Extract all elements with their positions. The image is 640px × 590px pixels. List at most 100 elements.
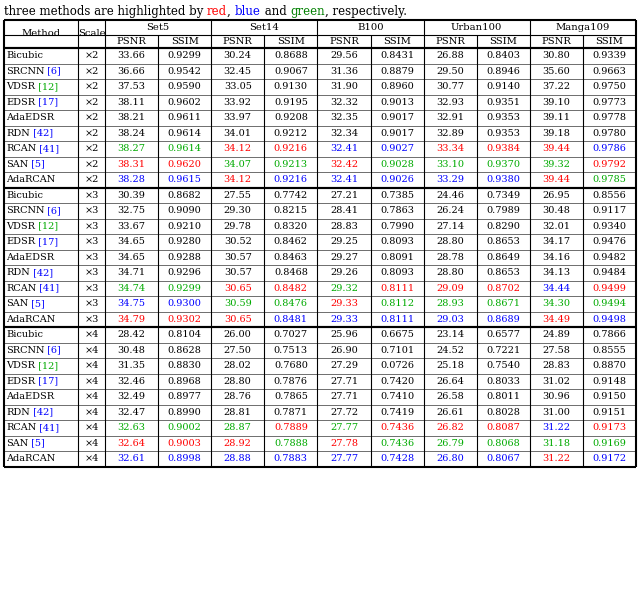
Text: 39.44: 39.44 — [542, 175, 570, 184]
Text: 0.8093: 0.8093 — [380, 237, 414, 246]
Text: SAN: SAN — [6, 299, 28, 308]
Text: 24.46: 24.46 — [436, 191, 464, 200]
Text: PSNR: PSNR — [329, 37, 359, 46]
Text: 0.9300: 0.9300 — [168, 299, 202, 308]
Text: 0.9482: 0.9482 — [593, 253, 627, 262]
Text: 33.67: 33.67 — [118, 222, 145, 231]
Text: [42]: [42] — [29, 129, 53, 137]
Text: 0.6577: 0.6577 — [486, 330, 520, 339]
Text: 34.17: 34.17 — [542, 237, 570, 246]
Text: AdaEDSR: AdaEDSR — [6, 392, 54, 401]
Text: VDSR: VDSR — [6, 222, 35, 231]
Text: 38.21: 38.21 — [118, 113, 145, 122]
Text: ×4: ×4 — [84, 439, 99, 448]
Text: 0.8093: 0.8093 — [380, 268, 414, 277]
Text: 0.9384: 0.9384 — [486, 144, 520, 153]
Text: 29.32: 29.32 — [330, 284, 358, 293]
Text: 39.11: 39.11 — [542, 113, 570, 122]
Text: 24.89: 24.89 — [543, 330, 570, 339]
Text: ×3: ×3 — [84, 268, 99, 277]
Text: ×4: ×4 — [84, 346, 99, 355]
Text: 0.9013: 0.9013 — [380, 98, 414, 107]
Text: 0.8111: 0.8111 — [380, 284, 414, 293]
Text: ×3: ×3 — [84, 284, 99, 293]
Text: 32.63: 32.63 — [118, 423, 145, 432]
Text: ×4: ×4 — [84, 361, 99, 371]
Text: 0.9212: 0.9212 — [274, 129, 308, 137]
Text: ×3: ×3 — [84, 222, 99, 231]
Text: 33.66: 33.66 — [118, 51, 145, 60]
Text: 0.8653: 0.8653 — [486, 237, 520, 246]
Text: ×2: ×2 — [84, 160, 99, 169]
Text: ×3: ×3 — [84, 299, 99, 308]
Text: 34.07: 34.07 — [224, 160, 252, 169]
Text: 26.88: 26.88 — [436, 51, 464, 60]
Text: 34.44: 34.44 — [542, 284, 570, 293]
Text: 32.61: 32.61 — [118, 454, 145, 463]
Text: AdaEDSR: AdaEDSR — [6, 253, 54, 262]
Text: 32.41: 32.41 — [330, 144, 358, 153]
Text: 0.9773: 0.9773 — [593, 98, 627, 107]
Text: 29.27: 29.27 — [330, 253, 358, 262]
Text: 31.22: 31.22 — [542, 423, 570, 432]
Text: 29.33: 29.33 — [330, 299, 358, 308]
Text: 0.9353: 0.9353 — [486, 113, 520, 122]
Text: [41]: [41] — [36, 144, 60, 153]
Text: 0.8028: 0.8028 — [486, 408, 520, 417]
Text: 0.9216: 0.9216 — [274, 144, 308, 153]
Text: 0.9090: 0.9090 — [168, 206, 202, 215]
Text: 32.75: 32.75 — [118, 206, 145, 215]
Text: 0.8087: 0.8087 — [486, 423, 520, 432]
Text: 0.9590: 0.9590 — [168, 82, 202, 91]
Text: 0.8671: 0.8671 — [486, 299, 520, 308]
Text: ×2: ×2 — [84, 82, 99, 91]
Text: [5]: [5] — [28, 299, 45, 308]
Text: Urban100: Urban100 — [451, 23, 502, 32]
Text: 0.9302: 0.9302 — [168, 314, 202, 324]
Text: [17]: [17] — [35, 98, 58, 107]
Text: 0.7410: 0.7410 — [380, 392, 414, 401]
Text: 32.49: 32.49 — [118, 392, 145, 401]
Text: [17]: [17] — [35, 377, 58, 386]
Text: 0.8463: 0.8463 — [274, 253, 308, 262]
Text: 32.64: 32.64 — [118, 439, 145, 448]
Text: 0.9208: 0.9208 — [274, 113, 308, 122]
Text: 33.92: 33.92 — [224, 98, 252, 107]
Text: 0.9663: 0.9663 — [593, 67, 627, 76]
Text: 28.88: 28.88 — [224, 454, 252, 463]
Text: 27.72: 27.72 — [330, 408, 358, 417]
Text: 26.80: 26.80 — [436, 454, 464, 463]
Text: 39.10: 39.10 — [543, 98, 570, 107]
Text: 0.8628: 0.8628 — [168, 346, 202, 355]
Text: 36.66: 36.66 — [118, 67, 145, 76]
Text: 34.16: 34.16 — [542, 253, 570, 262]
Text: 28.80: 28.80 — [436, 268, 464, 277]
Text: 0.9620: 0.9620 — [168, 160, 202, 169]
Text: 0.8998: 0.8998 — [168, 454, 202, 463]
Text: 0.9195: 0.9195 — [274, 98, 308, 107]
Text: ×2: ×2 — [84, 67, 99, 76]
Text: 28.83: 28.83 — [330, 222, 358, 231]
Text: VDSR: VDSR — [6, 82, 35, 91]
Text: 0.8112: 0.8112 — [380, 299, 414, 308]
Text: [17]: [17] — [35, 237, 58, 246]
Text: 0.9130: 0.9130 — [274, 82, 308, 91]
Text: 0.0726: 0.0726 — [380, 361, 414, 371]
Text: 31.35: 31.35 — [118, 361, 145, 371]
Text: EDSR: EDSR — [6, 98, 35, 107]
Text: 38.31: 38.31 — [118, 160, 145, 169]
Text: 34.79: 34.79 — [118, 314, 145, 324]
Text: ×4: ×4 — [84, 454, 99, 463]
Text: AdaEDSR: AdaEDSR — [6, 113, 54, 122]
Text: ×3: ×3 — [84, 237, 99, 246]
Text: 0.9750: 0.9750 — [593, 82, 627, 91]
Text: 0.8653: 0.8653 — [486, 268, 520, 277]
Text: 0.8468: 0.8468 — [274, 268, 308, 277]
Text: Bicubic: Bicubic — [6, 191, 43, 200]
Text: 0.7540: 0.7540 — [486, 361, 520, 371]
Text: 26.79: 26.79 — [436, 439, 464, 448]
Text: 0.9611: 0.9611 — [168, 113, 202, 122]
Text: RDN: RDN — [6, 268, 29, 277]
Text: AdaRCAN: AdaRCAN — [6, 454, 55, 463]
Text: 0.9067: 0.9067 — [274, 67, 308, 76]
